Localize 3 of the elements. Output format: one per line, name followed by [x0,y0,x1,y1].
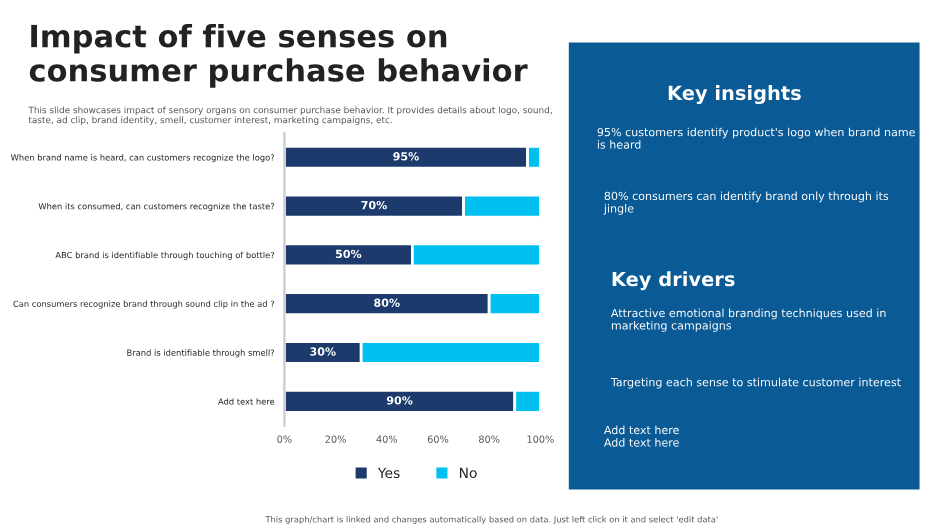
chart-title: Impact of five senses on consumer purchase behavior [29,23,528,88]
text: Key insights [668,85,801,105]
text: Key drivers [612,271,735,291]
